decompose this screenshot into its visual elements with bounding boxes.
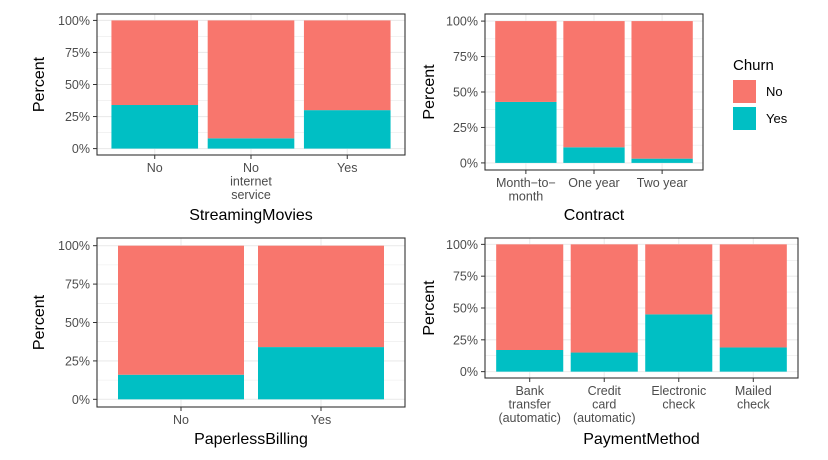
x-tick-label-bank-transfer-automatic: Bank transfer (automatic) xyxy=(498,384,561,425)
y-axis-title: Percent xyxy=(421,64,438,120)
legend-label-no: No xyxy=(766,84,783,99)
y-axis-title: Percent xyxy=(31,294,48,350)
bar-no-yes xyxy=(303,20,391,111)
y-tick-label: 25% xyxy=(453,333,478,347)
y-tick-label: 50% xyxy=(65,78,90,92)
bar-no-electronic-check xyxy=(645,244,713,315)
x-axis-title: PaymentMethod xyxy=(583,431,700,448)
x-tick-label-no: No xyxy=(173,413,189,427)
bar-yes-two-year xyxy=(631,158,693,163)
y-tick-label: 0% xyxy=(460,365,478,379)
y-tick-label: 25% xyxy=(65,110,90,124)
x-tick-label-yes: Yes xyxy=(337,161,357,175)
y-axis-title: Percent xyxy=(31,56,48,112)
x-tick-label-no: No xyxy=(147,161,163,175)
x-tick-label-credit-card-automatic: Credit card (automatic) xyxy=(573,384,636,425)
x-axis-title: PaperlessBilling xyxy=(194,431,308,448)
legend-title: Churn xyxy=(733,57,774,74)
bar-yes-no-internet-service xyxy=(207,138,295,149)
panel-streamingmovies: 0% 25% 50% 75% 100% No No internet service Yes Str… xyxy=(31,13,406,224)
bar-yes-one-year xyxy=(563,147,625,163)
bar-no-bank-transfer-automatic xyxy=(496,244,564,350)
bar-yes-yes xyxy=(303,110,391,149)
y-tick-label: 75% xyxy=(65,278,90,292)
y-tick-label: 100% xyxy=(58,239,90,253)
bar-no-credit-card-automatic xyxy=(570,244,638,353)
bar-no-one-year xyxy=(563,21,625,148)
x-tick-label-two-year: Two year xyxy=(637,176,688,190)
bar-no-no xyxy=(118,245,244,375)
y-tick-label: 100% xyxy=(446,15,478,29)
bar-yes-month-to-month xyxy=(495,101,557,163)
bar-yes-yes xyxy=(258,347,384,400)
x-tick-label-no-internet-service: No internet service xyxy=(230,161,272,202)
bar-yes-mailed-check xyxy=(719,347,787,372)
legend-swatch-yes xyxy=(733,107,756,130)
y-tick-label: 0% xyxy=(460,156,478,170)
bar-no-no xyxy=(111,20,199,106)
y-tick-label: 0% xyxy=(72,142,90,156)
y-tick-label: 25% xyxy=(453,121,478,135)
chart-panels: 0% 25% 50% 75% 100% No No internet service Yes Str… xyxy=(31,13,799,448)
legend-swatch-no xyxy=(733,80,756,103)
y-axis-title: Percent xyxy=(421,280,438,336)
panel-paymentmethod: 0% 25% 50% 75% 100% Bank transfer (automatic) Cr… xyxy=(421,237,799,448)
bar-no-two-year xyxy=(631,21,693,159)
x-axis-title: Contract xyxy=(564,207,625,224)
x-axis-title: StreamingMovies xyxy=(189,207,313,224)
x-tick-label-month-to-month: Month−to− month xyxy=(496,176,556,204)
y-tick-label: 0% xyxy=(72,393,90,407)
y-tick-label: 75% xyxy=(453,50,478,64)
bar-yes-credit-card-automatic xyxy=(570,352,638,372)
y-tick-label: 75% xyxy=(453,270,478,284)
bar-yes-bank-transfer-automatic xyxy=(496,350,564,372)
y-tick-label: 50% xyxy=(453,302,478,316)
bar-yes-no xyxy=(118,374,244,400)
y-tick-label: 50% xyxy=(65,316,90,330)
y-tick-label: 100% xyxy=(58,14,90,28)
x-tick-label-mailed-check: Mailed check xyxy=(735,384,772,412)
y-tick-label: 100% xyxy=(446,238,478,252)
y-tick-label: 25% xyxy=(65,354,90,368)
y-tick-label: 50% xyxy=(453,86,478,100)
bar-yes-electronic-check xyxy=(645,314,713,372)
bar-no-month-to-month xyxy=(495,21,557,102)
bar-yes-no xyxy=(111,105,199,149)
legend-label-yes: Yes xyxy=(766,111,788,126)
chart-legend: Churn No Yes xyxy=(733,57,788,130)
y-tick-label: 75% xyxy=(65,46,90,60)
bar-no-yes xyxy=(258,245,384,348)
bar-no-no-internet-service xyxy=(207,20,295,139)
x-tick-label-one-year: One year xyxy=(568,176,619,190)
panel-contract: 0% 25% 50% 75% 100% Month−to− month One year Two… xyxy=(421,13,704,224)
x-tick-label-yes: Yes xyxy=(311,413,331,427)
x-tick-label-electronic-check: Electronic check xyxy=(651,384,706,412)
bar-no-mailed-check xyxy=(719,244,787,348)
